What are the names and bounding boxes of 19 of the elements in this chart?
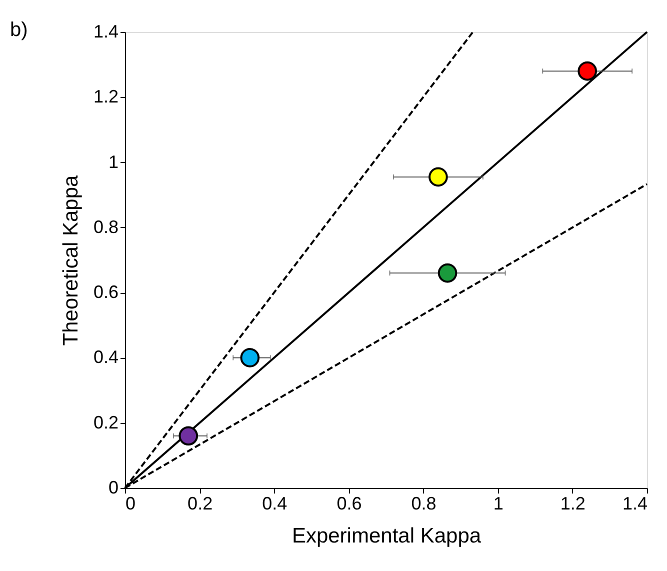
x-tick-label: 1.4 (622, 494, 648, 514)
x-tick-label: 0 (126, 494, 136, 514)
y-tick-label: 0.8 (93, 216, 118, 237)
x-tick-label: 1 (493, 494, 504, 514)
x-tick-label: 0.6 (336, 494, 362, 514)
x-axis-title: Experimental Kappa (292, 524, 482, 548)
y-tick-label: 0 (108, 478, 118, 498)
y-tick-label: 0.6 (93, 282, 118, 302)
y-tick-label: 1.2 (93, 86, 118, 107)
x-tick-label: 0.8 (411, 494, 436, 514)
y-tick-label: 0.4 (93, 347, 118, 368)
y-tick-label: 1 (108, 152, 118, 172)
text: b) (10, 19, 28, 41)
x-tick-label: 1.2 (560, 494, 586, 514)
y-tick-label: 0.2 (93, 412, 118, 432)
x-tick-label: 0.4 (262, 494, 288, 514)
y-tick-label: 1.4 (93, 22, 118, 42)
y-axis-title: Theoretical Kappa (59, 174, 82, 346)
x-tick-label: 0.2 (188, 494, 213, 514)
